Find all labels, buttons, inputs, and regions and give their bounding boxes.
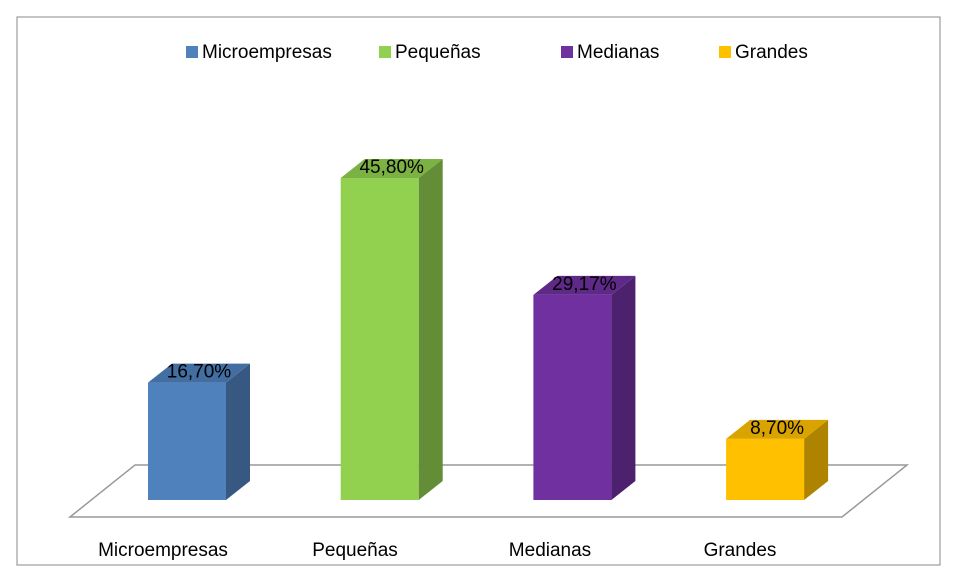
bar-side: [418, 159, 443, 500]
x-tick-label: Grandes: [704, 540, 777, 561]
legend-swatch: [561, 46, 573, 58]
bar: [726, 438, 805, 500]
bar-side: [226, 363, 250, 500]
data-label: 29,17%: [552, 274, 617, 295]
bar-side: [804, 419, 829, 500]
bar: [533, 294, 612, 500]
data-label: 16,70%: [167, 362, 232, 383]
legend-swatch: [719, 46, 731, 58]
bar-side: [611, 275, 636, 500]
bar-top: [533, 275, 636, 295]
bar-top: [148, 363, 250, 383]
x-tick-label: Microempresas: [98, 540, 228, 561]
legend-label: Pequeñas: [395, 42, 481, 63]
legend-swatch: [186, 46, 198, 58]
legend-label: Microempresas: [202, 42, 332, 63]
bar-top: [340, 159, 443, 179]
floor: [67, 464, 910, 518]
bar: [340, 178, 419, 500]
x-tick-label: Medianas: [509, 540, 591, 561]
data-label: 45,80%: [359, 157, 424, 178]
legend-label: Medianas: [577, 42, 659, 63]
legend-label: Grandes: [735, 42, 808, 63]
bar: [148, 382, 226, 500]
data-label: 8,70%: [750, 418, 804, 439]
legend-swatch: [379, 46, 391, 58]
x-tick-label: Pequeñas: [312, 540, 398, 561]
bar-top: [726, 419, 829, 439]
